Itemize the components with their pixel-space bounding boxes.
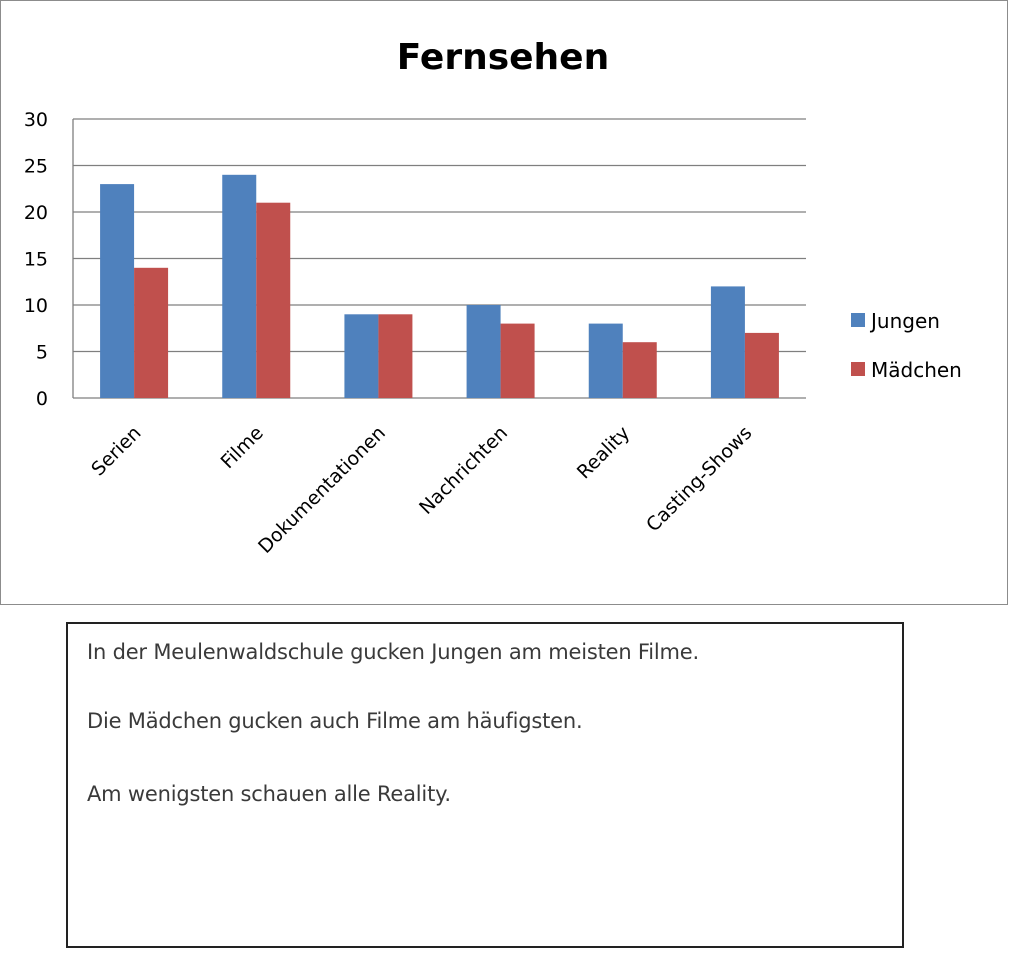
bar-m-dchen-reality xyxy=(622,342,657,398)
summary-line-3: Am wenigsten schauen alle Reality. xyxy=(87,782,451,806)
x-tick-label: Filme xyxy=(217,422,268,473)
y-tick-label: 10 xyxy=(24,295,48,317)
bar-m-dchen-serien xyxy=(134,267,169,398)
bar-chart: Fernsehen 0 5 10 15 20 25 30 Serien FilmeDokument… xyxy=(24,37,962,558)
y-tick-label: 5 xyxy=(36,342,48,364)
x-tick-label: Dokumentationen xyxy=(254,422,390,558)
y-tick-label: 0 xyxy=(36,388,48,410)
summary-line-2: Die Mädchen gucken auch Filme am häufigs… xyxy=(87,709,583,733)
bar-m-dchen-nachrichten xyxy=(500,323,535,398)
bar-m-dchen-dokumentationen xyxy=(378,314,413,398)
bar-jungen-serien xyxy=(100,184,135,398)
legend-label: Jungen xyxy=(869,309,940,333)
chart-title: Fernsehen xyxy=(397,37,609,78)
legend-swatch xyxy=(851,362,865,376)
bar-jungen-casting-shows xyxy=(710,286,745,398)
legend-label: Mädchen xyxy=(871,358,962,382)
y-tick-label: 30 xyxy=(24,109,48,131)
x-tick-label: Casting-Shows xyxy=(642,422,756,536)
bar-m-dchen-filme xyxy=(256,202,291,398)
bar-jungen-dokumentationen xyxy=(344,314,379,398)
y-tick-label: 25 xyxy=(24,156,48,178)
x-tick-label: Reality xyxy=(573,422,634,483)
chart-container: Fernsehen 0 5 10 15 20 25 30 Serien Filme Dokument… xyxy=(0,0,1008,605)
y-tick-label: 15 xyxy=(24,249,48,271)
y-tick-label: 20 xyxy=(24,202,48,224)
x-tick-label: Nachrichten xyxy=(415,422,512,519)
summary-line-1: In der Meulenwaldschule gucken Jungen am… xyxy=(87,640,700,664)
bar-jungen-nachrichten xyxy=(466,305,501,398)
summary-text-box: In der Meulenwaldschule gucken Jungen am… xyxy=(66,622,904,948)
bar-jungen-reality xyxy=(588,323,623,398)
bar-jungen-filme xyxy=(222,174,257,398)
x-tick-label: Serien xyxy=(87,422,145,480)
legend-swatch xyxy=(851,313,865,327)
bar-m-dchen-casting-shows xyxy=(744,332,779,398)
